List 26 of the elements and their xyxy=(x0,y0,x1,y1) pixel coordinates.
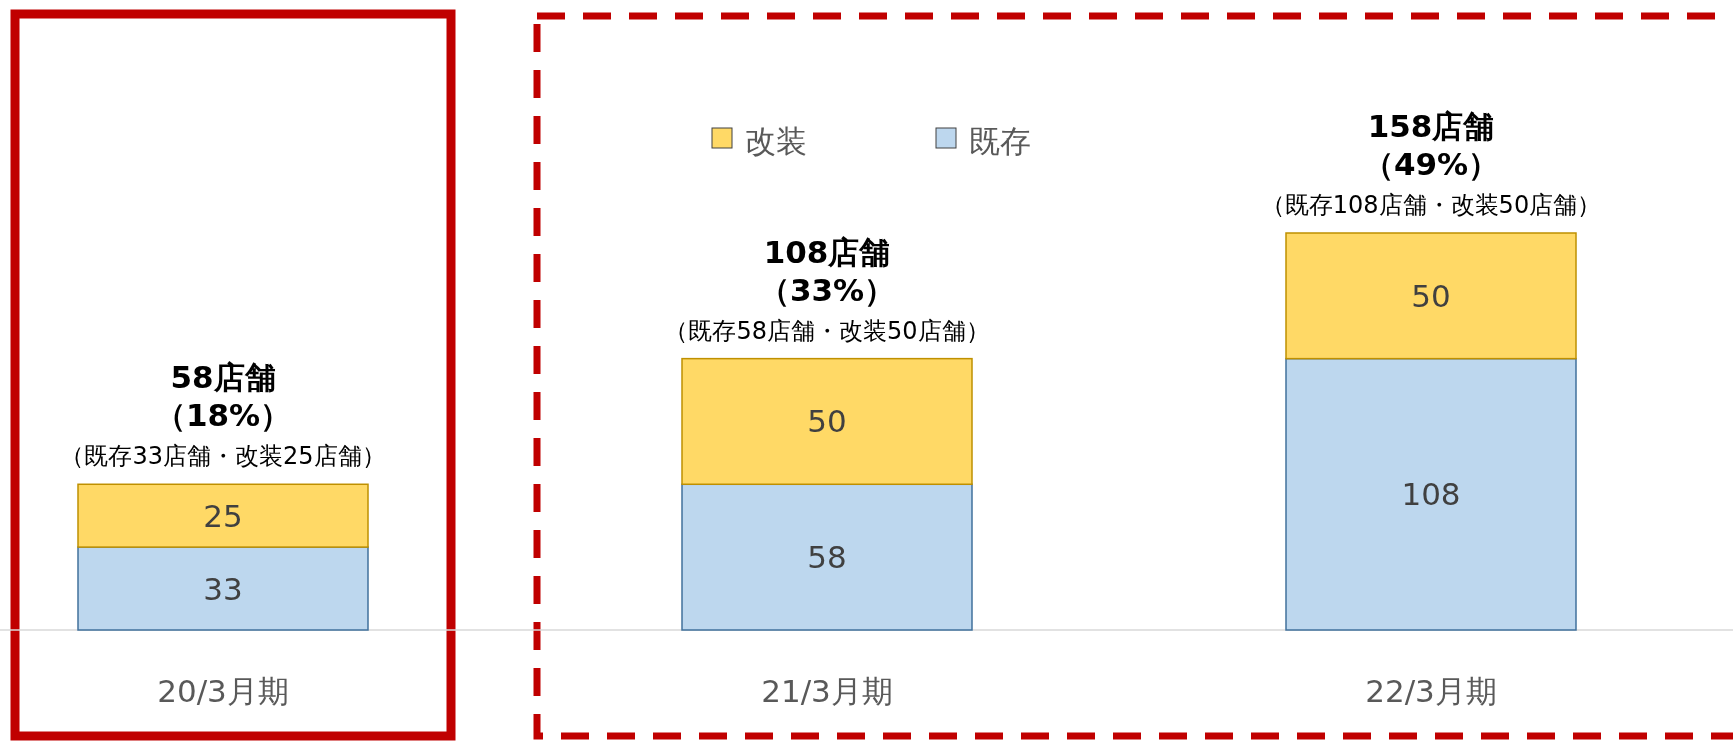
legend-label: 改装 xyxy=(745,123,807,159)
bar xyxy=(681,483,973,631)
bar xyxy=(77,546,369,631)
data-label: 50 xyxy=(807,403,847,440)
annotation: （49%） xyxy=(1362,146,1500,182)
total-label: 158店舗 xyxy=(1367,108,1495,144)
data-label: 50 xyxy=(1411,277,1451,314)
x-tick-label: 20/3月期 xyxy=(157,673,289,709)
data-label: 58 xyxy=(807,539,847,576)
total-label: 108店舗 xyxy=(763,233,891,270)
annotation: （既存33店舗・改装25店舗） xyxy=(60,442,386,471)
annotation: （既存58店舗・改装50店舗） xyxy=(664,316,990,345)
data-label: 108 xyxy=(1401,476,1461,513)
x-tick-label: 21/3月期 xyxy=(761,673,893,709)
bar xyxy=(1285,232,1577,360)
bar xyxy=(1285,357,1577,631)
x-tick-label: 22/3月期 xyxy=(1365,673,1497,709)
bar xyxy=(77,483,369,548)
annotation: （既存108店舗・改装50店舗） xyxy=(1260,191,1602,219)
annotation: （33%） xyxy=(758,271,896,308)
annotation: （18%） xyxy=(154,397,292,434)
bar xyxy=(681,357,973,486)
legend-label: 既存 xyxy=(969,123,1031,159)
data-label: 25 xyxy=(203,497,243,534)
total-label: 58店舗 xyxy=(170,359,276,396)
data-label: 33 xyxy=(203,570,243,607)
